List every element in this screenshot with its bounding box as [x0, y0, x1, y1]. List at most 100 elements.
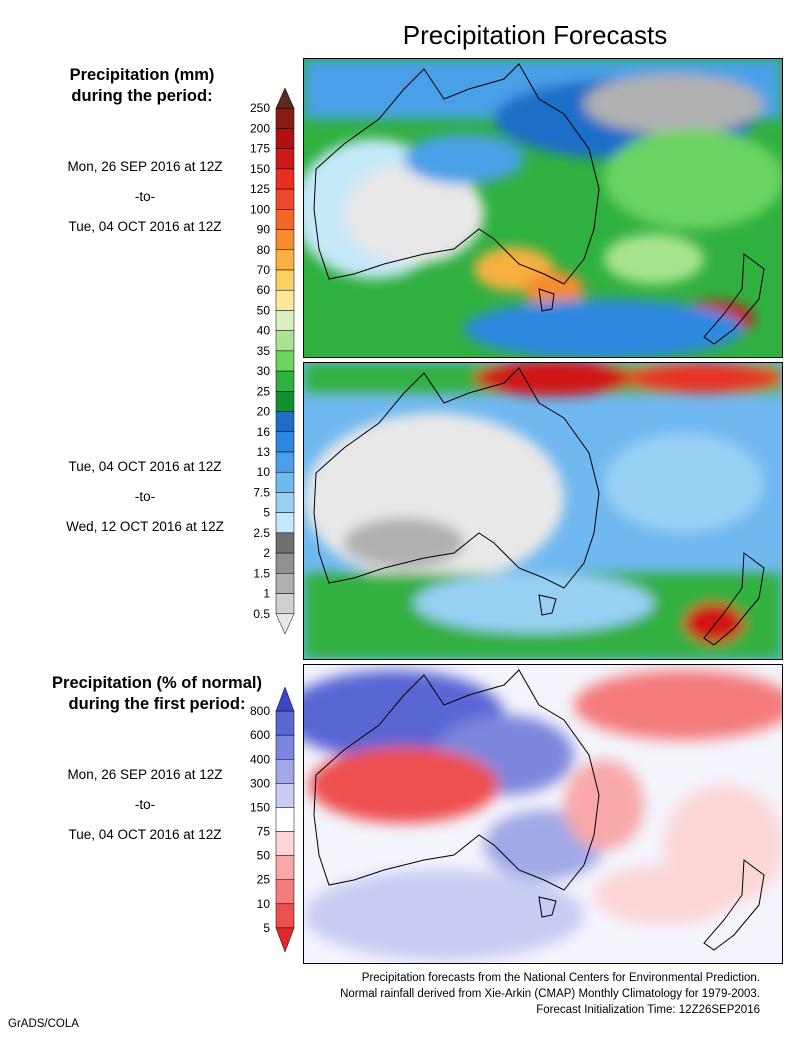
legend-mm-tick-label: 80	[257, 243, 271, 257]
period-3-end: Tue, 04 OCT 2016 at 12Z	[68, 827, 222, 842]
legend-mm-swatch	[275, 249, 295, 271]
legend-pct-swatch	[275, 783, 295, 808]
legend-mm-tick-label: 150	[250, 162, 270, 176]
map-period-1-mm	[304, 59, 782, 357]
legend-mm-swatch	[275, 532, 295, 554]
legend-mm-tick-label: 16	[257, 425, 271, 439]
legend-mm-swatch	[275, 107, 295, 129]
period-2-end: Wed, 12 OCT 2016 at 12Z	[66, 519, 224, 534]
legend-mm-tick-label: 125	[250, 182, 270, 196]
legend-pct-swatch	[275, 686, 295, 712]
legend-mm-tick-label: 2.5	[253, 526, 270, 540]
legend-pct-swatch	[275, 759, 295, 784]
legend-mm-swatch	[275, 451, 295, 473]
legend-pct-swatch	[275, 879, 295, 905]
legend-mm-tick-label: 100	[250, 202, 270, 216]
map-period-2-mm	[304, 363, 782, 659]
footer-line2: Normal rainfall derived from Xie-Arkin (…	[340, 988, 760, 1000]
legend-mm-swatch	[275, 188, 295, 210]
period-1-dates: Mon, 26 SEP 2016 at 12Z -to- Tue, 04 OCT…	[40, 152, 250, 242]
map-panel-period-2	[303, 362, 783, 660]
legend-mm-tick-label: 40	[257, 324, 271, 338]
legend-mm-heading-line1: Precipitation (mm)	[69, 66, 215, 84]
legend-mm-swatch	[275, 573, 295, 594]
period-1-start: Mon, 26 SEP 2016 at 12Z	[67, 159, 223, 174]
legend-mm-tick-label: 10	[257, 465, 271, 479]
footer-notes: Precipitation forecasts from the Nationa…	[340, 970, 760, 1018]
legend-pct-swatch	[275, 734, 295, 760]
legend-pct-tick-label: 300	[250, 776, 270, 790]
legend-pct-swatch	[275, 807, 295, 832]
legend-pct-heading-line1: Precipitation (% of normal)	[52, 674, 262, 692]
legend-pct-swatch	[275, 855, 295, 880]
legend-mm-tick-label: 1.5	[253, 566, 270, 580]
footer-line3: Forecast Initialization Time: 12Z26SEP20…	[536, 1004, 760, 1016]
legend-mm-swatch	[275, 552, 295, 574]
legend-mm-swatch	[275, 330, 295, 352]
period-1-sep: -to-	[134, 189, 156, 204]
legend-mm-tick-label: 1	[263, 587, 270, 601]
legend-mm-swatch	[275, 593, 295, 615]
legend-mm-swatch	[275, 512, 295, 534]
legend-mm-tick-label: 175	[250, 142, 270, 156]
legend-pct-swatch	[275, 903, 295, 929]
legend-mm-tick-label: 5	[263, 506, 270, 520]
period-1-end: Tue, 04 OCT 2016 at 12Z	[68, 219, 222, 234]
legend-pct-swatch	[275, 710, 295, 736]
legend-pct-tick-label: 25	[257, 873, 271, 887]
period-3-dates: Mon, 26 SEP 2016 at 12Z -to- Tue, 04 OCT…	[40, 760, 250, 850]
legend-mm-tick-label: 200	[250, 121, 270, 135]
legend-mm-swatch	[275, 148, 295, 170]
legend-mm-tick-label: 30	[257, 364, 271, 378]
legend-mm-swatch	[275, 168, 295, 190]
legend-mm-tick-label: 250	[250, 101, 270, 115]
grads-credit: GrADS/COLA	[8, 1018, 79, 1030]
legend-pct-swatch	[275, 927, 295, 953]
legend-pct-tick-label: 800	[250, 704, 270, 718]
legend-mm-tick-label: 90	[257, 223, 271, 237]
legend-pct-tick-label: 400	[250, 752, 270, 766]
legend-mm-tick-label: 60	[257, 283, 271, 297]
legend-mm-tick-label: 13	[257, 445, 271, 459]
legend-mm-swatch	[275, 289, 295, 311]
period-3-sep: -to-	[134, 797, 156, 812]
map-panel-period-1	[303, 58, 783, 358]
legend-pct-heading: Precipitation (% of normal) during the f…	[22, 673, 292, 715]
legend-pct-tick-label: 150	[250, 800, 270, 814]
legend-mm-swatch	[275, 310, 295, 331]
legend-mm-swatch	[275, 613, 295, 635]
map-period-3-pct	[304, 665, 782, 963]
legend-pct-tick-label: 600	[250, 728, 270, 742]
legend-mm-swatch	[275, 350, 295, 372]
legend-pct-tick-label: 75	[257, 825, 271, 839]
period-2-dates: Tue, 04 OCT 2016 at 12Z -to- Wed, 12 OCT…	[40, 452, 250, 542]
legend-mm-swatch	[275, 87, 295, 109]
legend-pct-swatch	[275, 831, 295, 856]
legend-pct-tick-label: 5	[263, 921, 270, 935]
legend-mm-tick-label: 50	[257, 303, 271, 317]
legend-mm-swatch	[275, 269, 295, 291]
legend-mm-heading-line2: during the period:	[71, 87, 213, 105]
legend-mm-swatch	[275, 128, 295, 149]
legend-mm-tick-label: 2	[263, 546, 270, 560]
legend-mm-swatch	[275, 492, 295, 513]
legend-mm-tick-label: 25	[257, 384, 271, 398]
legend-mm-swatch	[275, 411, 295, 433]
legend-pct-tick-label: 50	[257, 849, 271, 863]
legend-mm-swatch	[275, 431, 295, 453]
period-2-sep: -to-	[134, 489, 156, 504]
legend-mm-tick-label: 35	[257, 344, 271, 358]
legend-mm-swatch	[275, 471, 295, 493]
legend-mm-heading: Precipitation (mm) during the period:	[22, 65, 262, 107]
footer-line1: Precipitation forecasts from the Nationa…	[361, 972, 760, 984]
period-3-start: Mon, 26 SEP 2016 at 12Z	[67, 767, 223, 782]
legend-mm-swatch	[275, 370, 295, 392]
page-title: Precipitation Forecasts	[402, 20, 668, 50]
legend-mm-swatch	[275, 229, 295, 251]
legend-mm-swatch	[275, 391, 295, 412]
legend-pct-heading-line2: during the first period:	[68, 695, 246, 713]
legend-mm-tick-label: 20	[257, 405, 271, 419]
period-2-start: Tue, 04 OCT 2016 at 12Z	[68, 459, 222, 474]
legend-pct-tick-label: 10	[257, 897, 271, 911]
